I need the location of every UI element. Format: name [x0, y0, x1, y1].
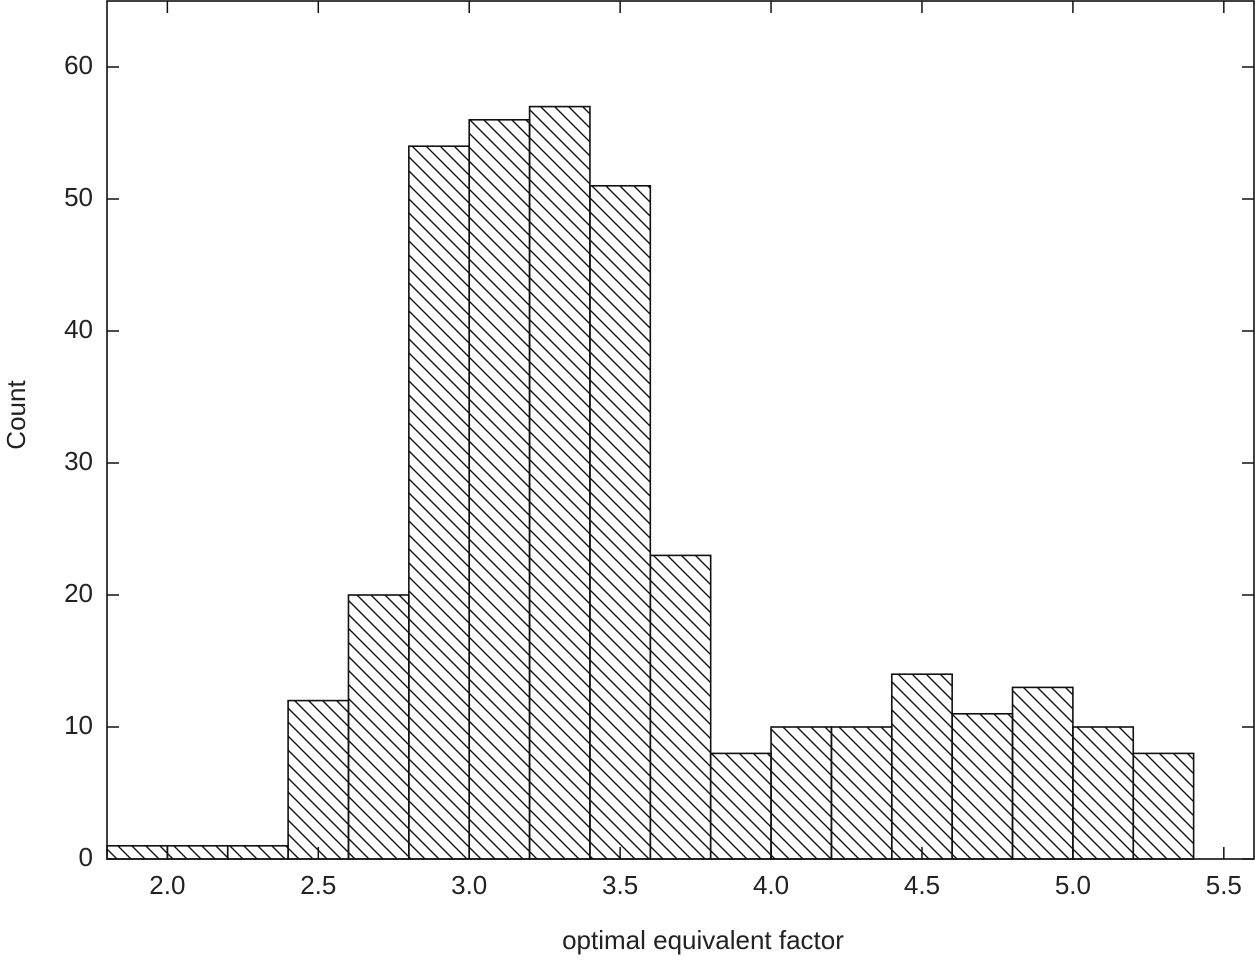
- y-tick-label: 10: [64, 710, 93, 740]
- bar: [770, 726, 833, 860]
- bar: [709, 752, 772, 860]
- bar: [1011, 686, 1074, 860]
- bar: [589, 185, 652, 860]
- x-tick-label: 4.5: [904, 870, 940, 900]
- y-axis-label: Count: [1, 380, 31, 450]
- bar: [347, 594, 410, 860]
- y-tick-label: 0: [79, 842, 93, 872]
- x-tick-label: 4.0: [753, 870, 789, 900]
- bar: [890, 673, 953, 860]
- bar: [1072, 726, 1135, 860]
- bar: [226, 844, 289, 860]
- x-tick-label: 2.0: [149, 870, 185, 900]
- bar: [1132, 752, 1195, 860]
- x-tick-label: 2.5: [300, 870, 336, 900]
- x-tick-label: 3.0: [451, 870, 487, 900]
- bar: [649, 554, 712, 860]
- bar: [408, 145, 471, 860]
- x-tick-label: 3.5: [602, 870, 638, 900]
- bar: [951, 712, 1014, 860]
- plot-frame: [106, 0, 1255, 860]
- x-tick-label: 5.0: [1055, 870, 1091, 900]
- bar: [287, 699, 350, 860]
- y-tick-label: 40: [64, 314, 93, 344]
- x-tick-label: 5.5: [1206, 870, 1242, 900]
- y-tick-label: 60: [64, 50, 93, 80]
- y-tick-label: 30: [64, 446, 93, 476]
- bars: [106, 105, 1195, 860]
- bar: [468, 119, 531, 860]
- bar: [106, 844, 169, 860]
- y-tick-label: 20: [64, 578, 93, 608]
- bar: [830, 726, 893, 860]
- y-tick-label: 50: [64, 182, 93, 212]
- bar: [528, 105, 591, 860]
- x-axis-label: optimal equivalent factor: [562, 925, 844, 955]
- bar: [166, 844, 229, 860]
